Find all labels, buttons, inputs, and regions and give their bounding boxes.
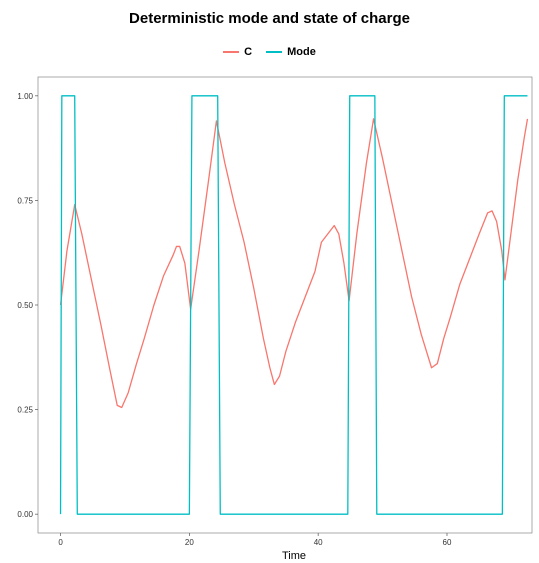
y-tick-label: 1.00 [17, 92, 33, 101]
x-tick-label: 20 [185, 538, 194, 547]
legend-key-c [223, 51, 240, 53]
series-group [59, 95, 529, 515]
series-line-mode [59, 95, 528, 515]
legend-key-mode [266, 51, 283, 53]
chart-title: Deterministic mode and state of charge [129, 10, 410, 27]
legend-label-mode: Mode [287, 46, 316, 58]
y-tick-label: 0.00 [17, 510, 33, 519]
legend-label-c: C [244, 46, 253, 58]
plot-panel-border [37, 76, 533, 534]
y-axis: 0.00 0.25 0.50 0.75 1.00 [17, 92, 38, 519]
y-tick-label: 0.75 [17, 196, 33, 205]
x-tick-label: 40 [314, 538, 323, 547]
x-axis-title: Time [282, 550, 306, 562]
x-tick-label: 0 [58, 538, 63, 547]
x-axis: 0 20 40 60 [58, 533, 452, 547]
y-tick-label: 0.25 [17, 406, 33, 415]
series-line-c [59, 118, 529, 409]
legend-item-c: C [223, 46, 252, 58]
legend-item-mode: Mode [266, 46, 316, 58]
legend: C Mode [0, 46, 539, 58]
x-tick-label: 60 [443, 538, 452, 547]
y-tick-label: 0.50 [17, 301, 33, 310]
